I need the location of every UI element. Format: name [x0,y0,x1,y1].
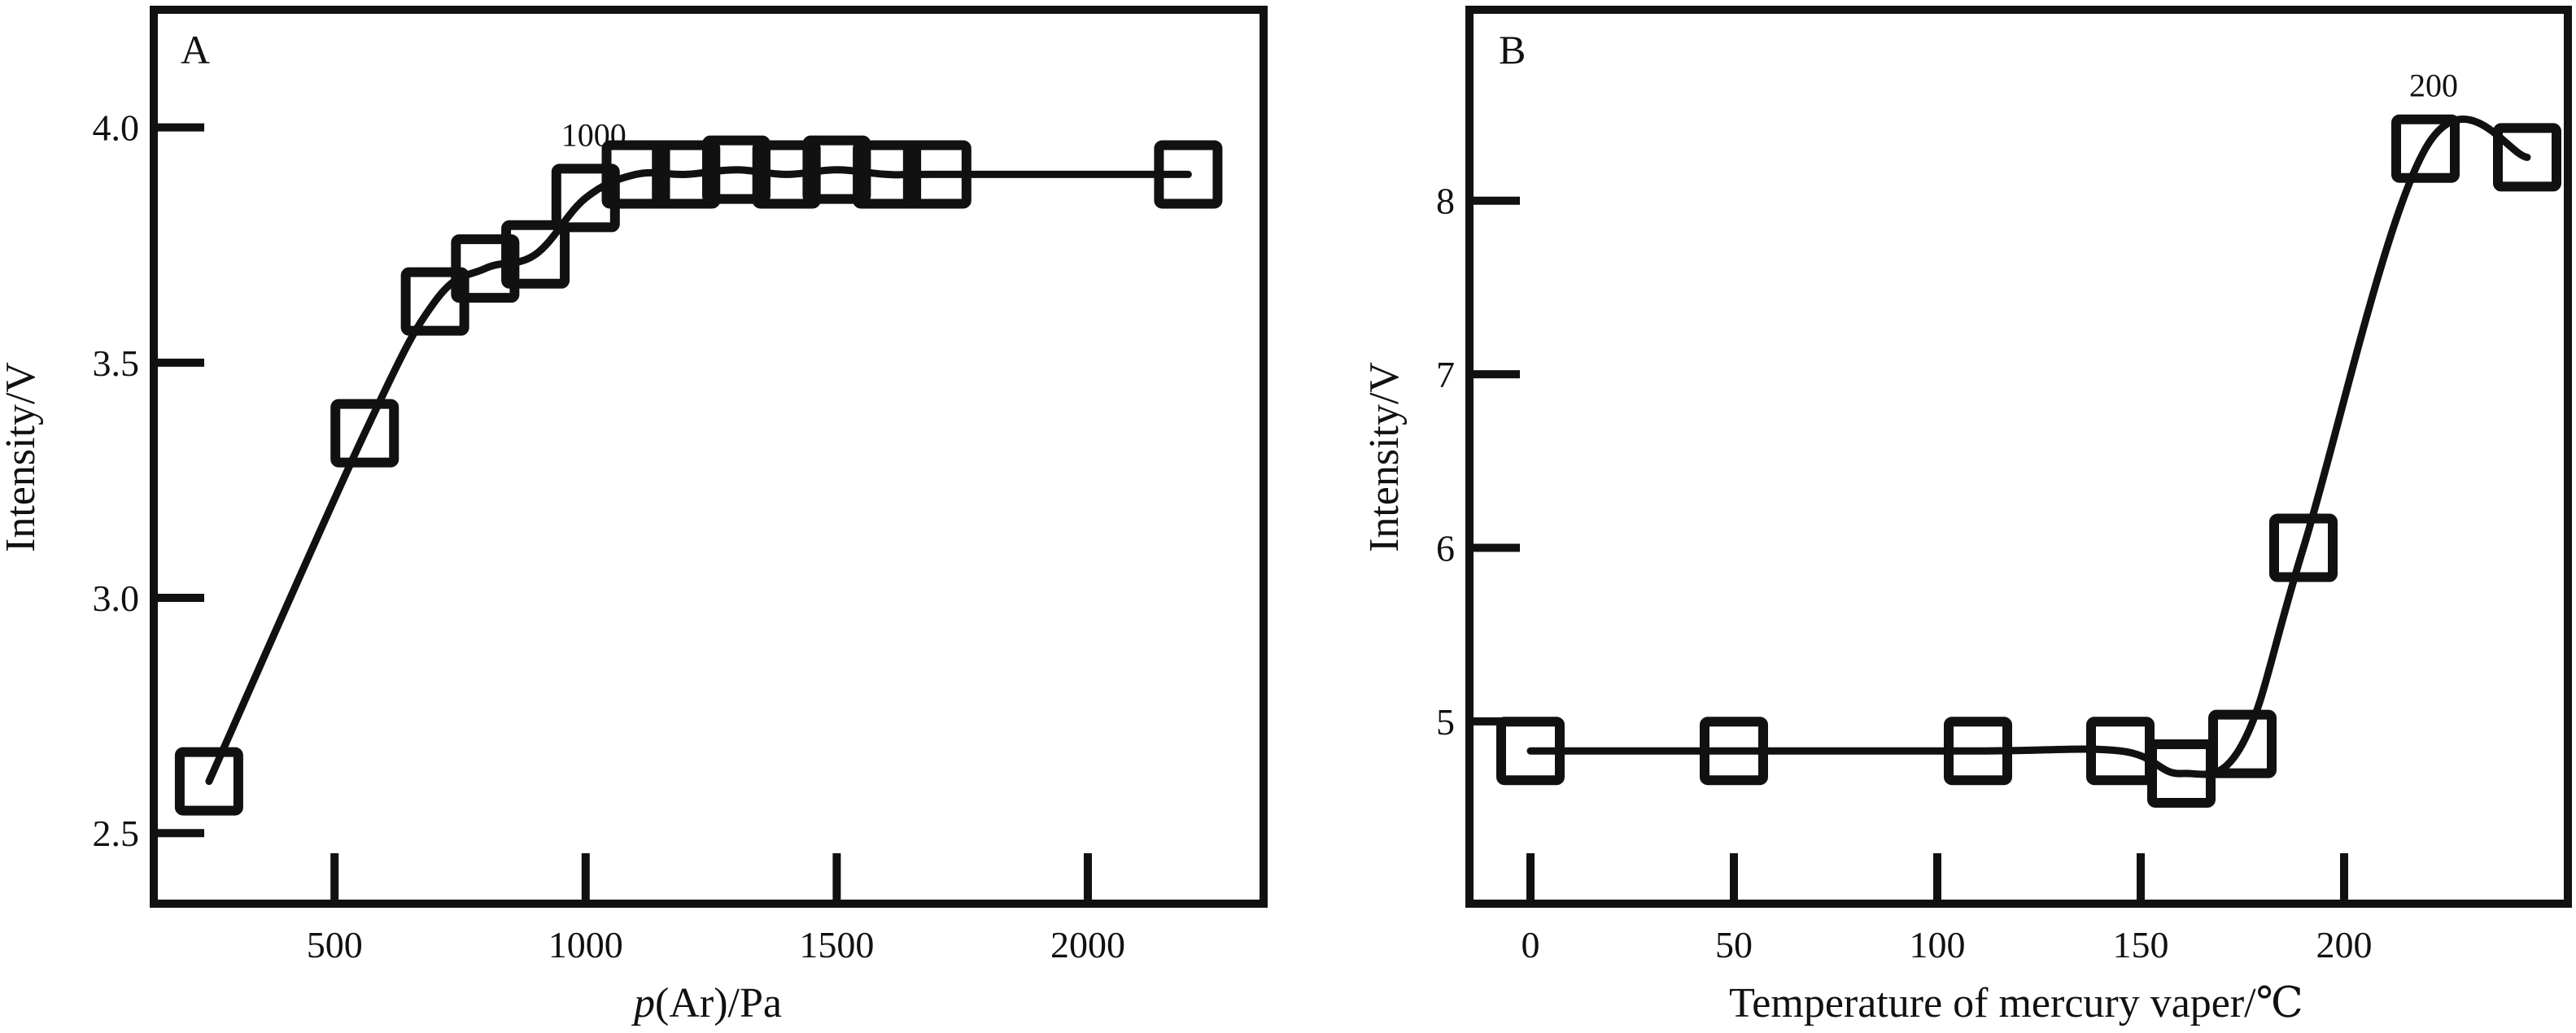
panel-a-data-point [174,747,243,816]
panel-a-x-tick-label: 1500 [799,924,874,965]
panel-b-y-tick-label: 7 [1436,354,1455,395]
panel-a-y-axis-title: Intensity/V [0,362,44,552]
panel-a-x-axis-title-rest: (Ar)/Pa [655,980,782,1026]
panel-a-data-point [451,234,520,303]
panel-a-data-point [1154,140,1223,209]
panel-b-x-tick-label: 150 [2113,924,2169,965]
panel-a-data-point [902,140,971,209]
panel-a-x-tick-label: 500 [307,924,363,965]
panel-b-data-point [2493,123,2561,192]
panel-a-data-point [501,220,570,289]
panel-b-y-tick-label: 5 [1436,701,1455,743]
panel-a-y-tick-label: 3.5 [93,342,140,384]
panel-a-series-line [205,166,1192,786]
panel-b-series-line [1526,116,2531,778]
panel-a-data-point [853,140,922,209]
panel-a-x-ticks: 500 1000 1500 2000 [307,853,1125,965]
panel-a-y-tick-label: 3.0 [93,578,140,619]
panel-b-x-tick-label: 0 [1522,924,1540,965]
panel-a-series-markers [174,135,1223,816]
panel-b-y-ticks: 5 6 7 8 [1436,181,1520,743]
panel-b-x-ticks: 0 50 100 150 200 [1522,853,2373,965]
panel-a-label: A [181,27,210,72]
panel-b-data-point [2208,709,2277,778]
panel-b-y-tick-label: 8 [1436,181,1455,222]
panel-b: B 5 6 7 8 0 50 100 150 200 200 Intensity/V Temp… [1361,6,2572,1026]
panel-b-data-point [1944,717,2012,786]
panel-a-annotation-1000: 1000 [561,116,627,153]
panel-b-data-point [1700,717,1768,786]
panel-a-plot-frame [150,6,1268,908]
panel-a-data-point [551,163,620,233]
panel-a-data-point [701,135,771,204]
panel-b-label: B [1499,27,1526,72]
panel-b-x-tick-label: 200 [2316,924,2373,965]
panel-b-x-tick-label: 100 [1910,924,1966,965]
panel-b-series-markers [1496,114,2561,808]
panel-a-y-ticks: 2.5 3.0 3.5 4.0 [93,107,204,854]
panel-a: A 2.5 3.0 3.5 4.0 500 1000 1500 2000 1000 Inte… [0,6,1268,1026]
panel-b-data-point [1496,717,1565,786]
panel-a-x-axis-title: p(Ar)/Pa [631,980,782,1026]
panel-a-y-tick-label: 2.5 [93,813,140,854]
panel-b-y-axis-title: Intensity/V [1361,362,1408,552]
panel-b-data-point [2391,114,2460,183]
panel-b-annotation-200: 200 [2409,68,2458,104]
panel-a-data-point [601,140,670,209]
panel-a-data-point [652,140,721,209]
panel-a-x-axis-title-italic: p [631,980,655,1026]
panel-a-data-point [330,399,399,468]
panel-a-data-point [752,140,821,209]
panel-a-y-tick-label: 4.0 [93,107,140,149]
panel-b-x-tick-label: 50 [1715,924,1753,965]
panel-b-x-axis-title: Temperature of mercury vaper/℃ [1729,980,2303,1026]
panel-a-x-tick-label: 1000 [548,924,623,965]
panel-b-plot-frame [1465,6,2572,908]
panel-b-y-tick-label: 6 [1436,528,1455,569]
panel-b-data-point [2269,513,2338,582]
panel-a-x-tick-label: 2000 [1050,924,1125,965]
panel-a-data-point [802,135,871,204]
